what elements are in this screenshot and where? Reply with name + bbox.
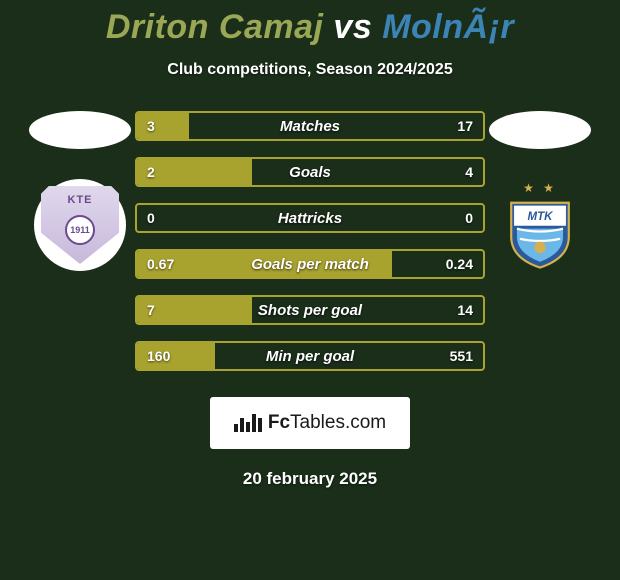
- stat-row: 3Matches17: [135, 111, 485, 141]
- stat-label: Hattricks: [137, 210, 483, 227]
- kte-shield: KTE 1911: [41, 186, 119, 264]
- player1-name: Driton Camaj: [106, 8, 324, 46]
- stat-value-right: 14: [457, 302, 473, 318]
- stat-row: 0.67Goals per match0.24: [135, 249, 485, 279]
- left-country-flag: [29, 111, 131, 149]
- stat-value-right: 0: [465, 210, 473, 226]
- right-club-badge: ★ ★ MTK: [494, 179, 586, 271]
- right-side: ★ ★ MTK: [485, 111, 595, 387]
- stars-icon: ★ ★: [523, 181, 557, 195]
- stat-value-right: 4: [465, 164, 473, 180]
- subtitle: Club competitions, Season 2024/2025: [0, 61, 620, 79]
- svg-text:MTK: MTK: [528, 211, 555, 223]
- stat-row: 160Min per goal551: [135, 341, 485, 371]
- stat-value-right: 17: [457, 118, 473, 134]
- stat-label: Goals: [137, 164, 483, 181]
- date-text: 20 february 2025: [0, 469, 620, 489]
- left-side: KTE 1911: [25, 111, 135, 387]
- stat-label: Goals per match: [137, 256, 483, 273]
- stat-row: 0Hattricks0: [135, 203, 485, 233]
- comparison-card: Driton Camaj vs MolnÃ¡r Club competition…: [0, 0, 620, 489]
- stat-row: 7Shots per goal14: [135, 295, 485, 325]
- brand-text: FcTables.com: [268, 412, 386, 434]
- stats-section: KTE 1911 3Matches17 2Goals4 0Hattricks0 0.6…: [0, 111, 620, 387]
- stat-label: Min per goal: [137, 348, 483, 365]
- stat-label: Matches: [137, 118, 483, 135]
- player2-name: MolnÃ¡r: [382, 8, 514, 46]
- kte-abbr: KTE: [68, 194, 93, 206]
- right-country-flag: [489, 111, 591, 149]
- vs-text: vs: [333, 8, 372, 46]
- stat-row: 2Goals4: [135, 157, 485, 187]
- chart-icon: [234, 414, 262, 432]
- stat-value-right: 0.24: [446, 256, 473, 272]
- stat-value-right: 551: [450, 348, 473, 364]
- kte-year: 1911: [65, 215, 95, 245]
- page-title: Driton Camaj vs MolnÃ¡r: [0, 8, 620, 47]
- stat-bars: 3Matches17 2Goals4 0Hattricks0 0.67Goals pe…: [135, 111, 485, 387]
- left-club-badge: KTE 1911: [34, 179, 126, 271]
- stat-label: Shots per goal: [137, 302, 483, 319]
- mtk-shield: MTK: [504, 197, 576, 269]
- brand-box[interactable]: FcTables.com: [210, 397, 410, 449]
